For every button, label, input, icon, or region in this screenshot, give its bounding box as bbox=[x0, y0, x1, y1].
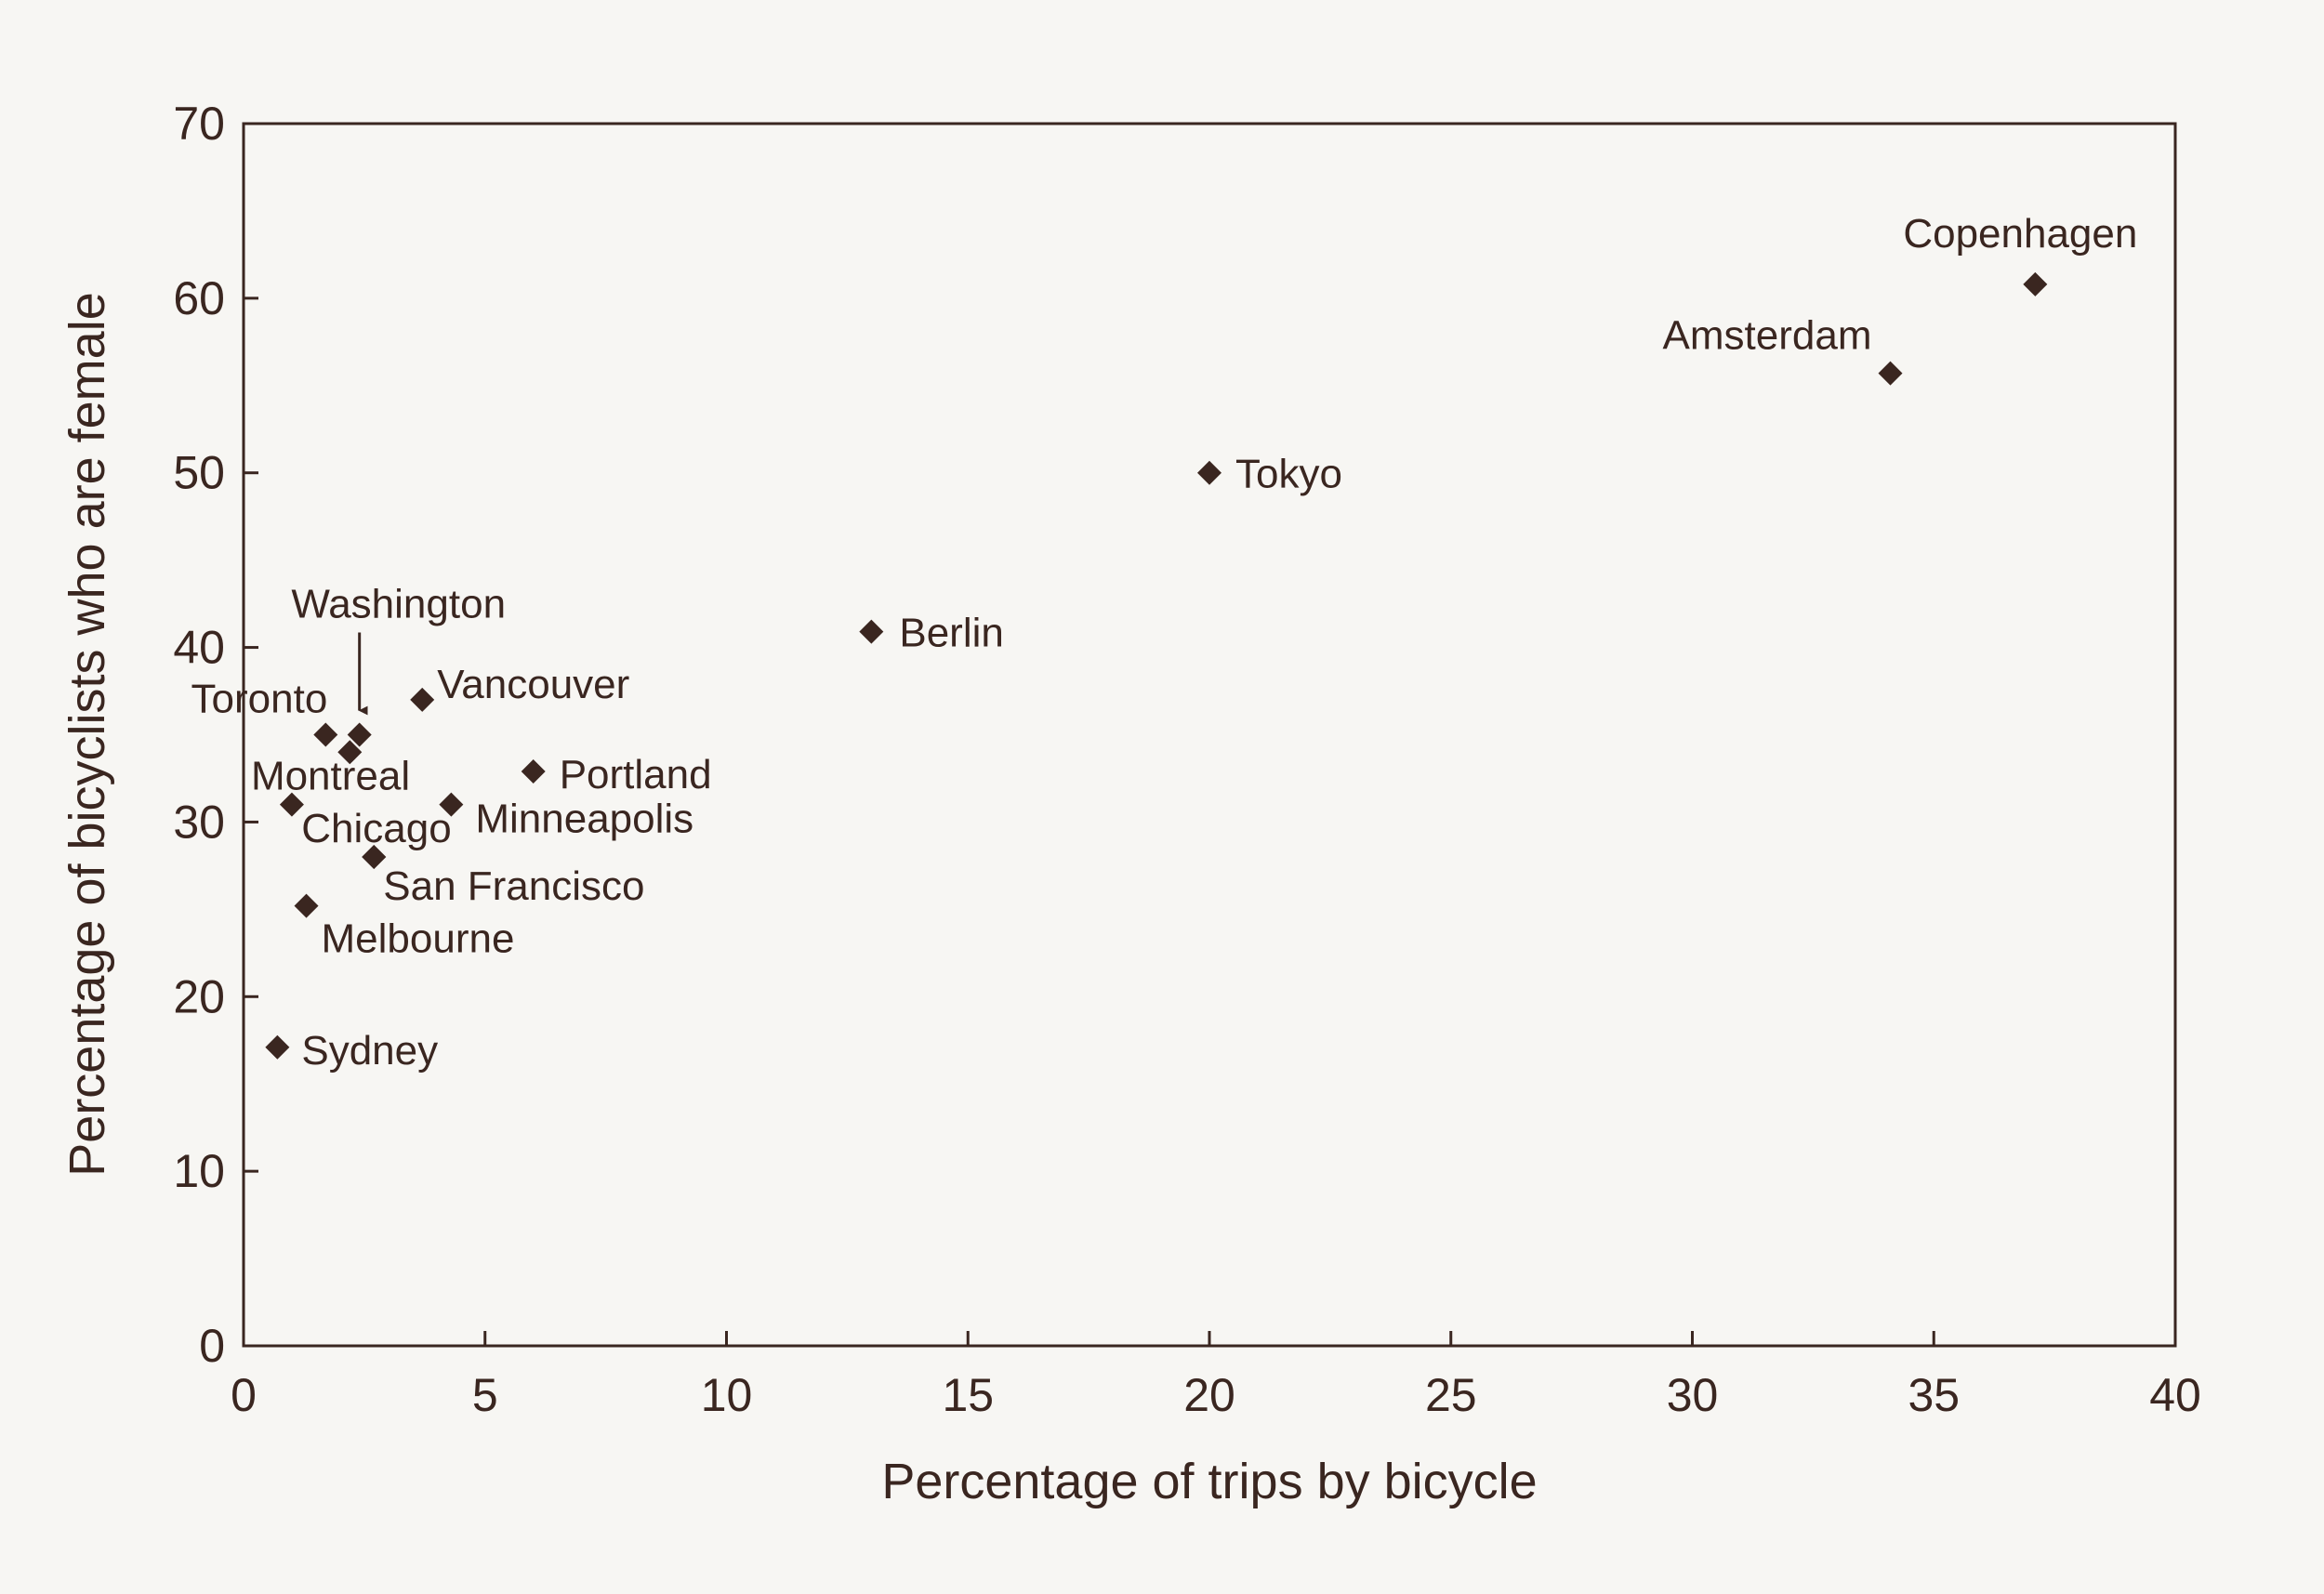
x-tick-label: 25 bbox=[1425, 1369, 1477, 1421]
x-tick-label: 0 bbox=[231, 1369, 257, 1421]
y-axis: 0 10 20 30 40 50 60 70 bbox=[173, 98, 258, 1372]
data-point bbox=[439, 792, 464, 817]
data-point bbox=[313, 722, 338, 747]
y-tick-label: 70 bbox=[173, 98, 225, 150]
point-label: Vancouver bbox=[437, 662, 629, 707]
point-label: Montreal bbox=[251, 754, 410, 799]
data-point bbox=[859, 619, 884, 644]
point-label: Berlin bbox=[899, 611, 1004, 656]
x-tick-label: 35 bbox=[1908, 1369, 1960, 1421]
y-tick-label: 40 bbox=[173, 622, 225, 674]
y-tick-label: 60 bbox=[173, 272, 225, 324]
point-label: Chicago bbox=[301, 806, 451, 851]
data-point bbox=[279, 792, 304, 817]
x-tick-label: 10 bbox=[701, 1369, 753, 1421]
x-axis-title: Percentage of trips by bicycle bbox=[881, 1454, 1537, 1509]
x-tick-label: 5 bbox=[472, 1369, 498, 1421]
data-point bbox=[410, 687, 435, 712]
data-point bbox=[265, 1034, 290, 1060]
x-axis: 0 5 10 15 20 25 30 35 40 bbox=[231, 1331, 2201, 1421]
data-point bbox=[1197, 460, 1221, 485]
data-point bbox=[294, 893, 319, 918]
point-label: Sydney bbox=[301, 1028, 438, 1074]
x-tick-label: 30 bbox=[1667, 1369, 1719, 1421]
plot-frame bbox=[242, 122, 2177, 1348]
point-label: Portland bbox=[560, 752, 712, 797]
y-tick-label: 30 bbox=[173, 796, 225, 848]
data-point bbox=[347, 722, 372, 747]
data-point bbox=[1878, 361, 1903, 386]
y-tick-label: 10 bbox=[173, 1145, 225, 1197]
y-tick-label: 0 bbox=[199, 1320, 225, 1372]
point-label: Washington bbox=[291, 582, 506, 627]
point-label: Amsterdam bbox=[1663, 313, 1872, 359]
data-point bbox=[337, 740, 363, 765]
y-tick-label: 20 bbox=[173, 970, 225, 1022]
x-tick-label: 20 bbox=[1183, 1369, 1235, 1421]
data-point bbox=[2023, 271, 2048, 296]
data-points bbox=[265, 271, 2048, 1060]
y-tick-label: 50 bbox=[173, 447, 225, 499]
point-label: Minneapolis bbox=[475, 797, 693, 842]
point-label: Tokyo bbox=[1235, 452, 1342, 497]
y-axis-title: Percentage of bicyclists who are female bbox=[59, 292, 115, 1176]
point-label: Copenhagen bbox=[1903, 211, 2137, 257]
point-label: San Francisco bbox=[383, 863, 644, 909]
data-point bbox=[362, 845, 387, 869]
x-tick-label: 15 bbox=[942, 1369, 994, 1421]
x-tick-label: 40 bbox=[2149, 1369, 2201, 1421]
data-point bbox=[521, 758, 546, 784]
point-label: Toronto bbox=[191, 677, 328, 722]
data-labels: Copenhagen Amsterdam Tokyo Berlin Vancouver T… bbox=[191, 211, 2138, 1074]
point-label: Melbourne bbox=[322, 916, 515, 962]
